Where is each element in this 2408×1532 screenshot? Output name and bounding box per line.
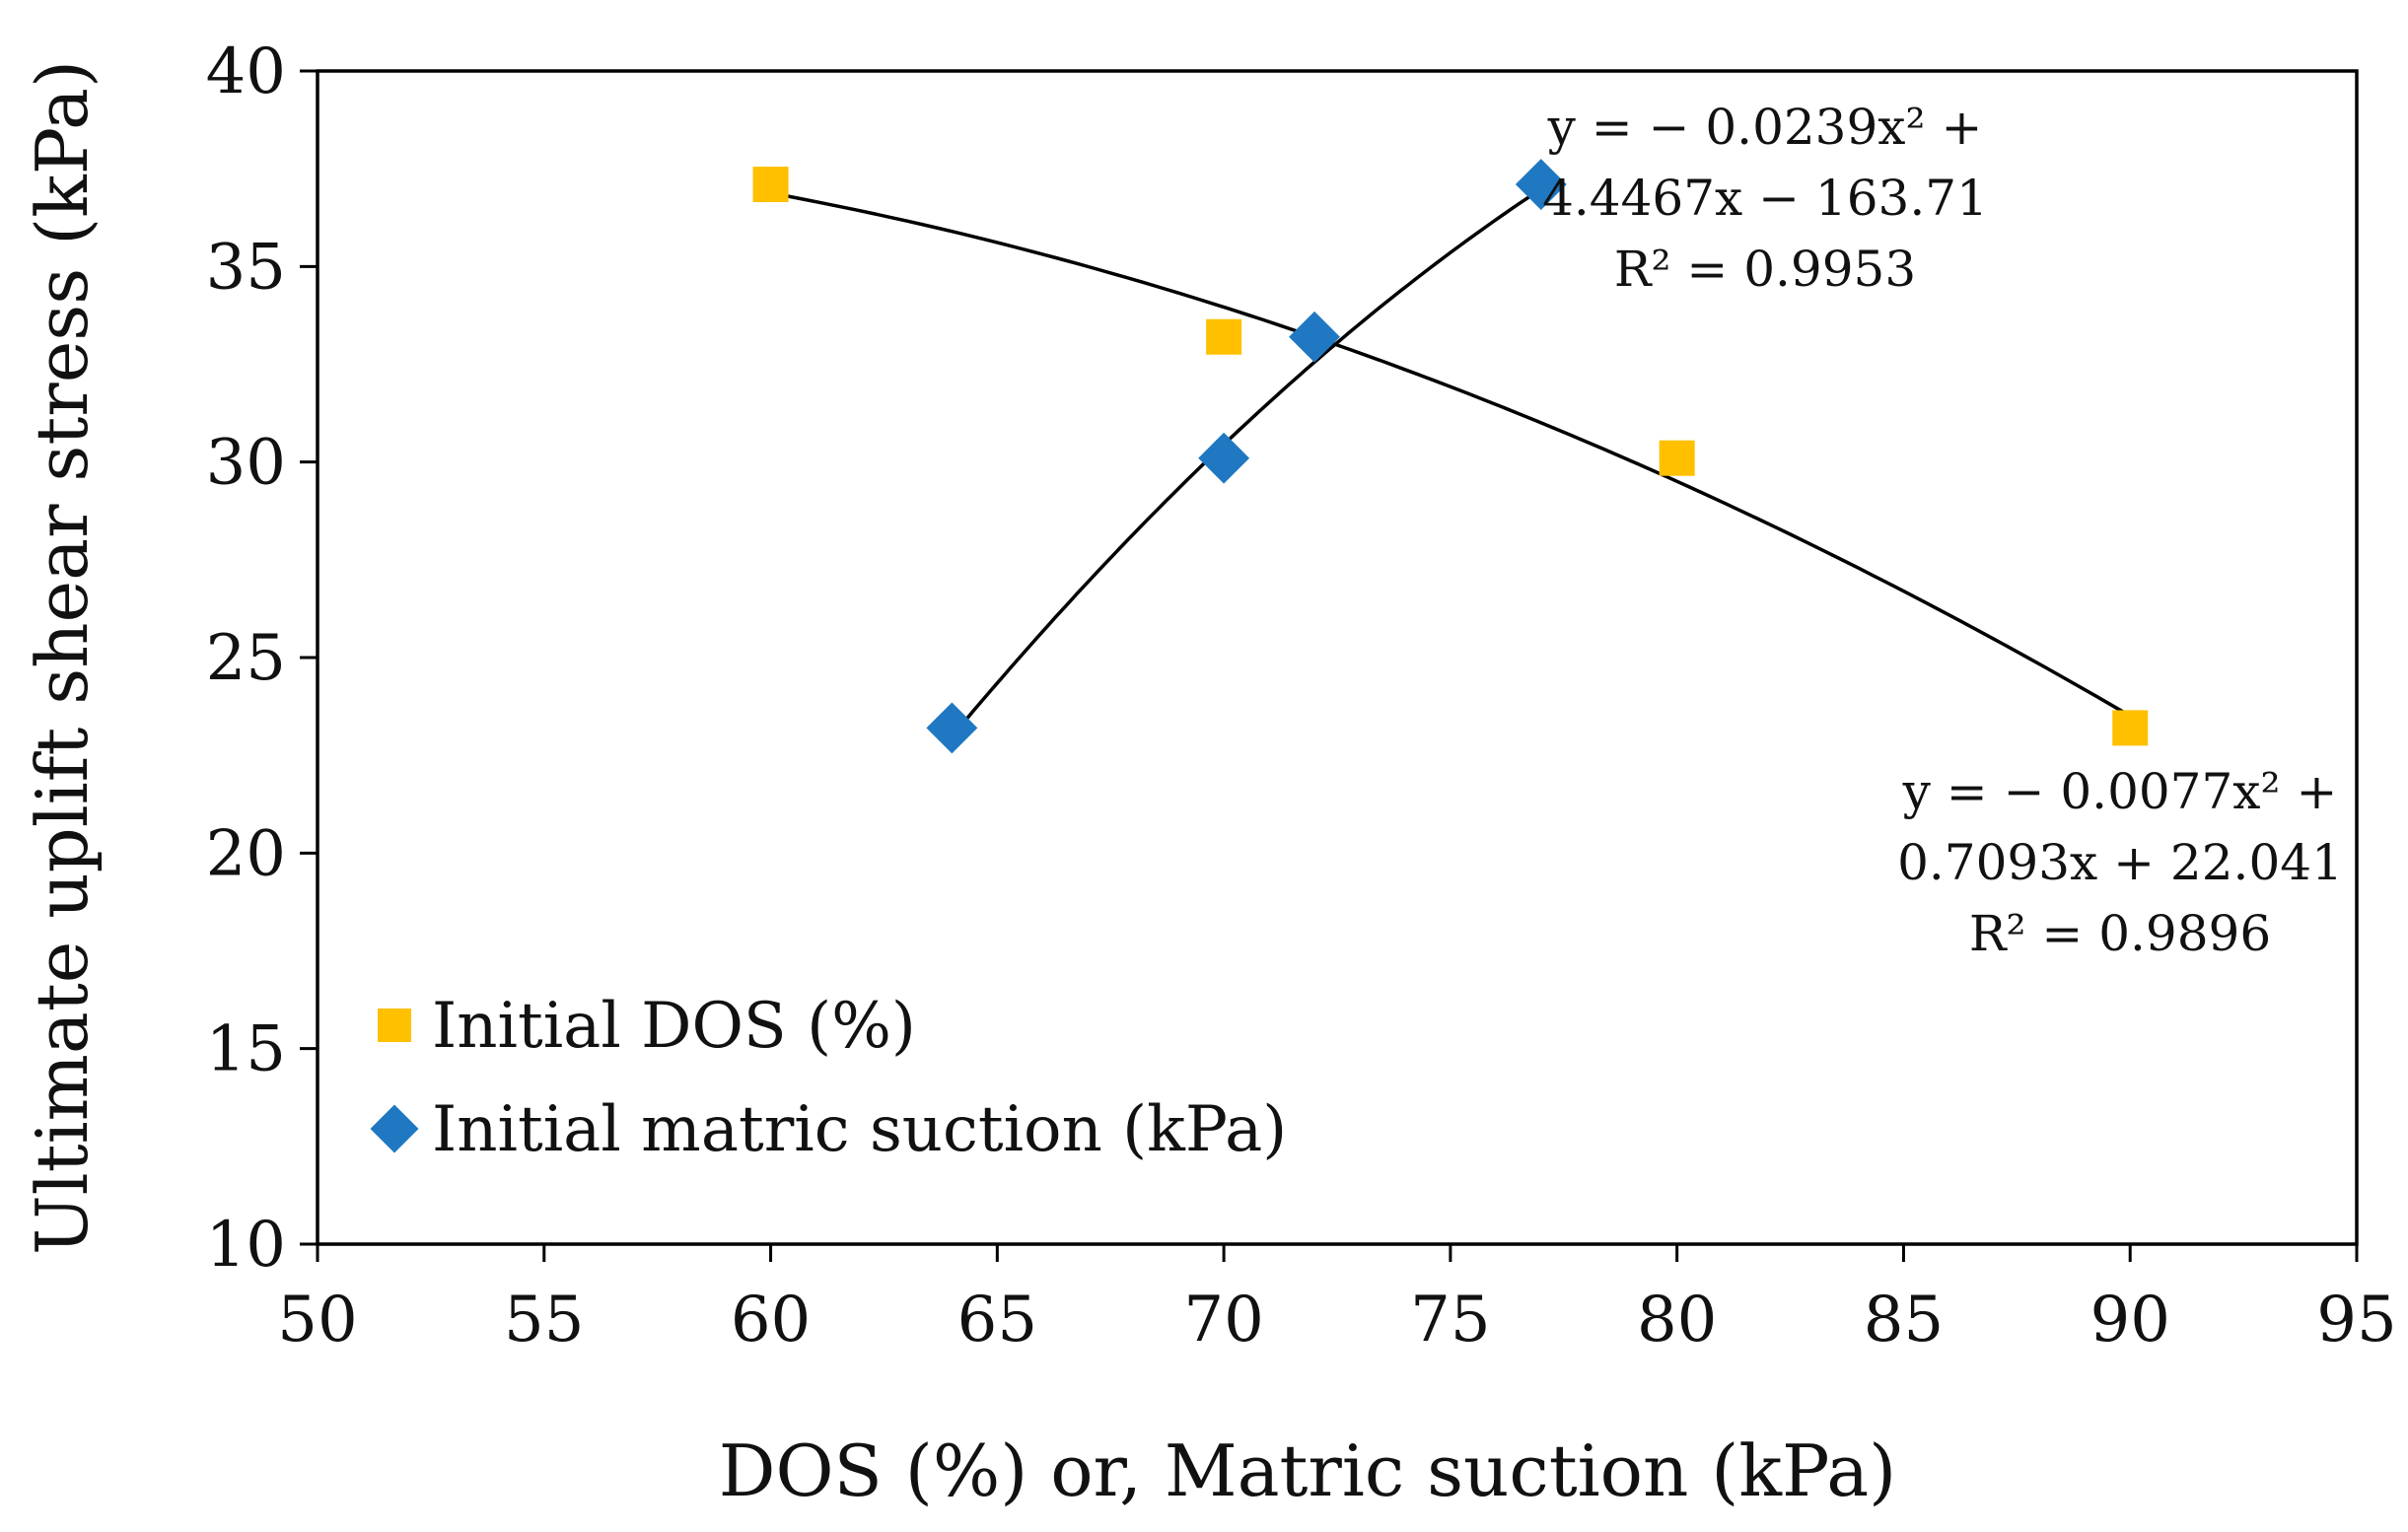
x-tick-label: 85	[1864, 1284, 1944, 1357]
data-point-dos	[752, 167, 789, 203]
trendline-dos	[770, 191, 2132, 718]
trendline-equations: y = − 0.0077x² + 0.7093x + 22.041 R² = 0.9…	[1542, 99, 2343, 962]
trendline-equation-line: y = − 0.0239x² +	[1547, 99, 1983, 156]
x-tick-label: 60	[731, 1284, 811, 1357]
data-point-suction	[926, 702, 978, 754]
x-tick-label: 55	[504, 1284, 584, 1357]
x-axis-title: DOS (%) or, Matric suction (kPa)	[719, 1429, 1896, 1512]
y-tick-label: 35	[206, 231, 286, 304]
legend-marker-dos	[378, 1009, 411, 1042]
x-tick-label: 75	[1410, 1284, 1490, 1357]
legend: Initial DOS (%) Initial matric suction (k…	[370, 990, 1287, 1166]
trendline-suction	[951, 187, 1542, 738]
trendline-equation-line: y = − 0.0077x² +	[1902, 763, 2338, 820]
data-point-suction	[1198, 432, 1250, 484]
trendline-equation-line: R² = 0.9953	[1614, 241, 1916, 298]
plot-area	[316, 69, 2359, 1246]
data-points	[752, 159, 2149, 754]
legend-marker-suction	[370, 1104, 419, 1153]
y-tick-label: 15	[206, 1013, 286, 1086]
y-tick-label: 10	[206, 1209, 286, 1282]
data-point-dos	[2112, 710, 2149, 746]
y-tick-label: 25	[206, 622, 286, 695]
trendlines	[770, 187, 2132, 738]
y-tick-label: 40	[206, 35, 286, 108]
x-tick-label: 65	[957, 1284, 1037, 1357]
trendline-equation-line: R² = 0.9896	[1969, 905, 2271, 962]
x-tick-label: 90	[2090, 1284, 2170, 1357]
data-point-suction	[1289, 311, 1340, 363]
data-point-suction	[1515, 159, 1567, 210]
trendline-equation-line: 0.7093x + 22.041	[1897, 834, 2343, 891]
y-tick-label: 30	[206, 427, 286, 500]
data-point-dos	[1659, 440, 1695, 476]
x-tick-label: 50	[277, 1284, 357, 1357]
x-tick-label: 95	[2316, 1284, 2396, 1357]
x-tick-label: 80	[1637, 1284, 1717, 1357]
legend-label: Initial DOS (%)	[432, 990, 916, 1063]
y-axis-title: Ultimate uplift shear stress (kPa)	[21, 60, 104, 1255]
trendline-equation-line: 4.4467x − 163.71	[1542, 170, 1988, 227]
axes: 50 55 60 65 70 75 80 85 90 95 10 15 20 25 30 35 40	[206, 35, 2397, 1357]
x-tick-label: 70	[1183, 1284, 1263, 1357]
legend-label: Initial matric suction (kPa)	[432, 1093, 1287, 1166]
data-point-dos	[1206, 318, 1242, 355]
y-tick-label: 20	[206, 817, 286, 890]
